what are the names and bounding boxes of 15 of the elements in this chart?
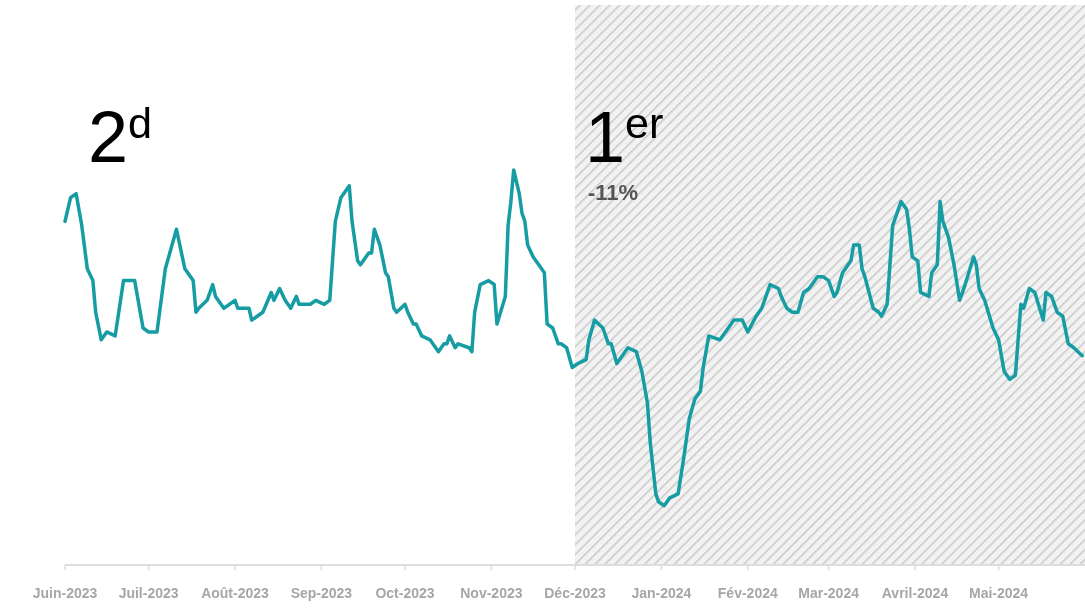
x-tick-label: Juin-2023: [32, 585, 98, 601]
annotation: 2$^{d}$: [88, 97, 153, 177]
x-tick-label: Août-2023: [201, 585, 270, 601]
x-tick-label: Fév-2024: [717, 585, 778, 601]
x-tick-label: Jan-2024: [631, 585, 692, 601]
x-tick-label: Juil-2023: [118, 585, 179, 601]
annotation: 1$^{er}$: [585, 97, 664, 177]
x-tick-label: Sep-2023: [290, 585, 353, 601]
x-tick-label: Déc-2023: [544, 585, 606, 601]
x-tick-label: Avril-2024: [881, 585, 949, 601]
x-tick-label: Mar-2024: [798, 585, 860, 601]
x-tick-label: Oct-2023: [375, 585, 435, 601]
x-tick-label: Nov-2023: [460, 585, 523, 601]
x-tick-label: Mai-2024: [969, 585, 1029, 601]
annotation: -11%: [588, 180, 639, 205]
